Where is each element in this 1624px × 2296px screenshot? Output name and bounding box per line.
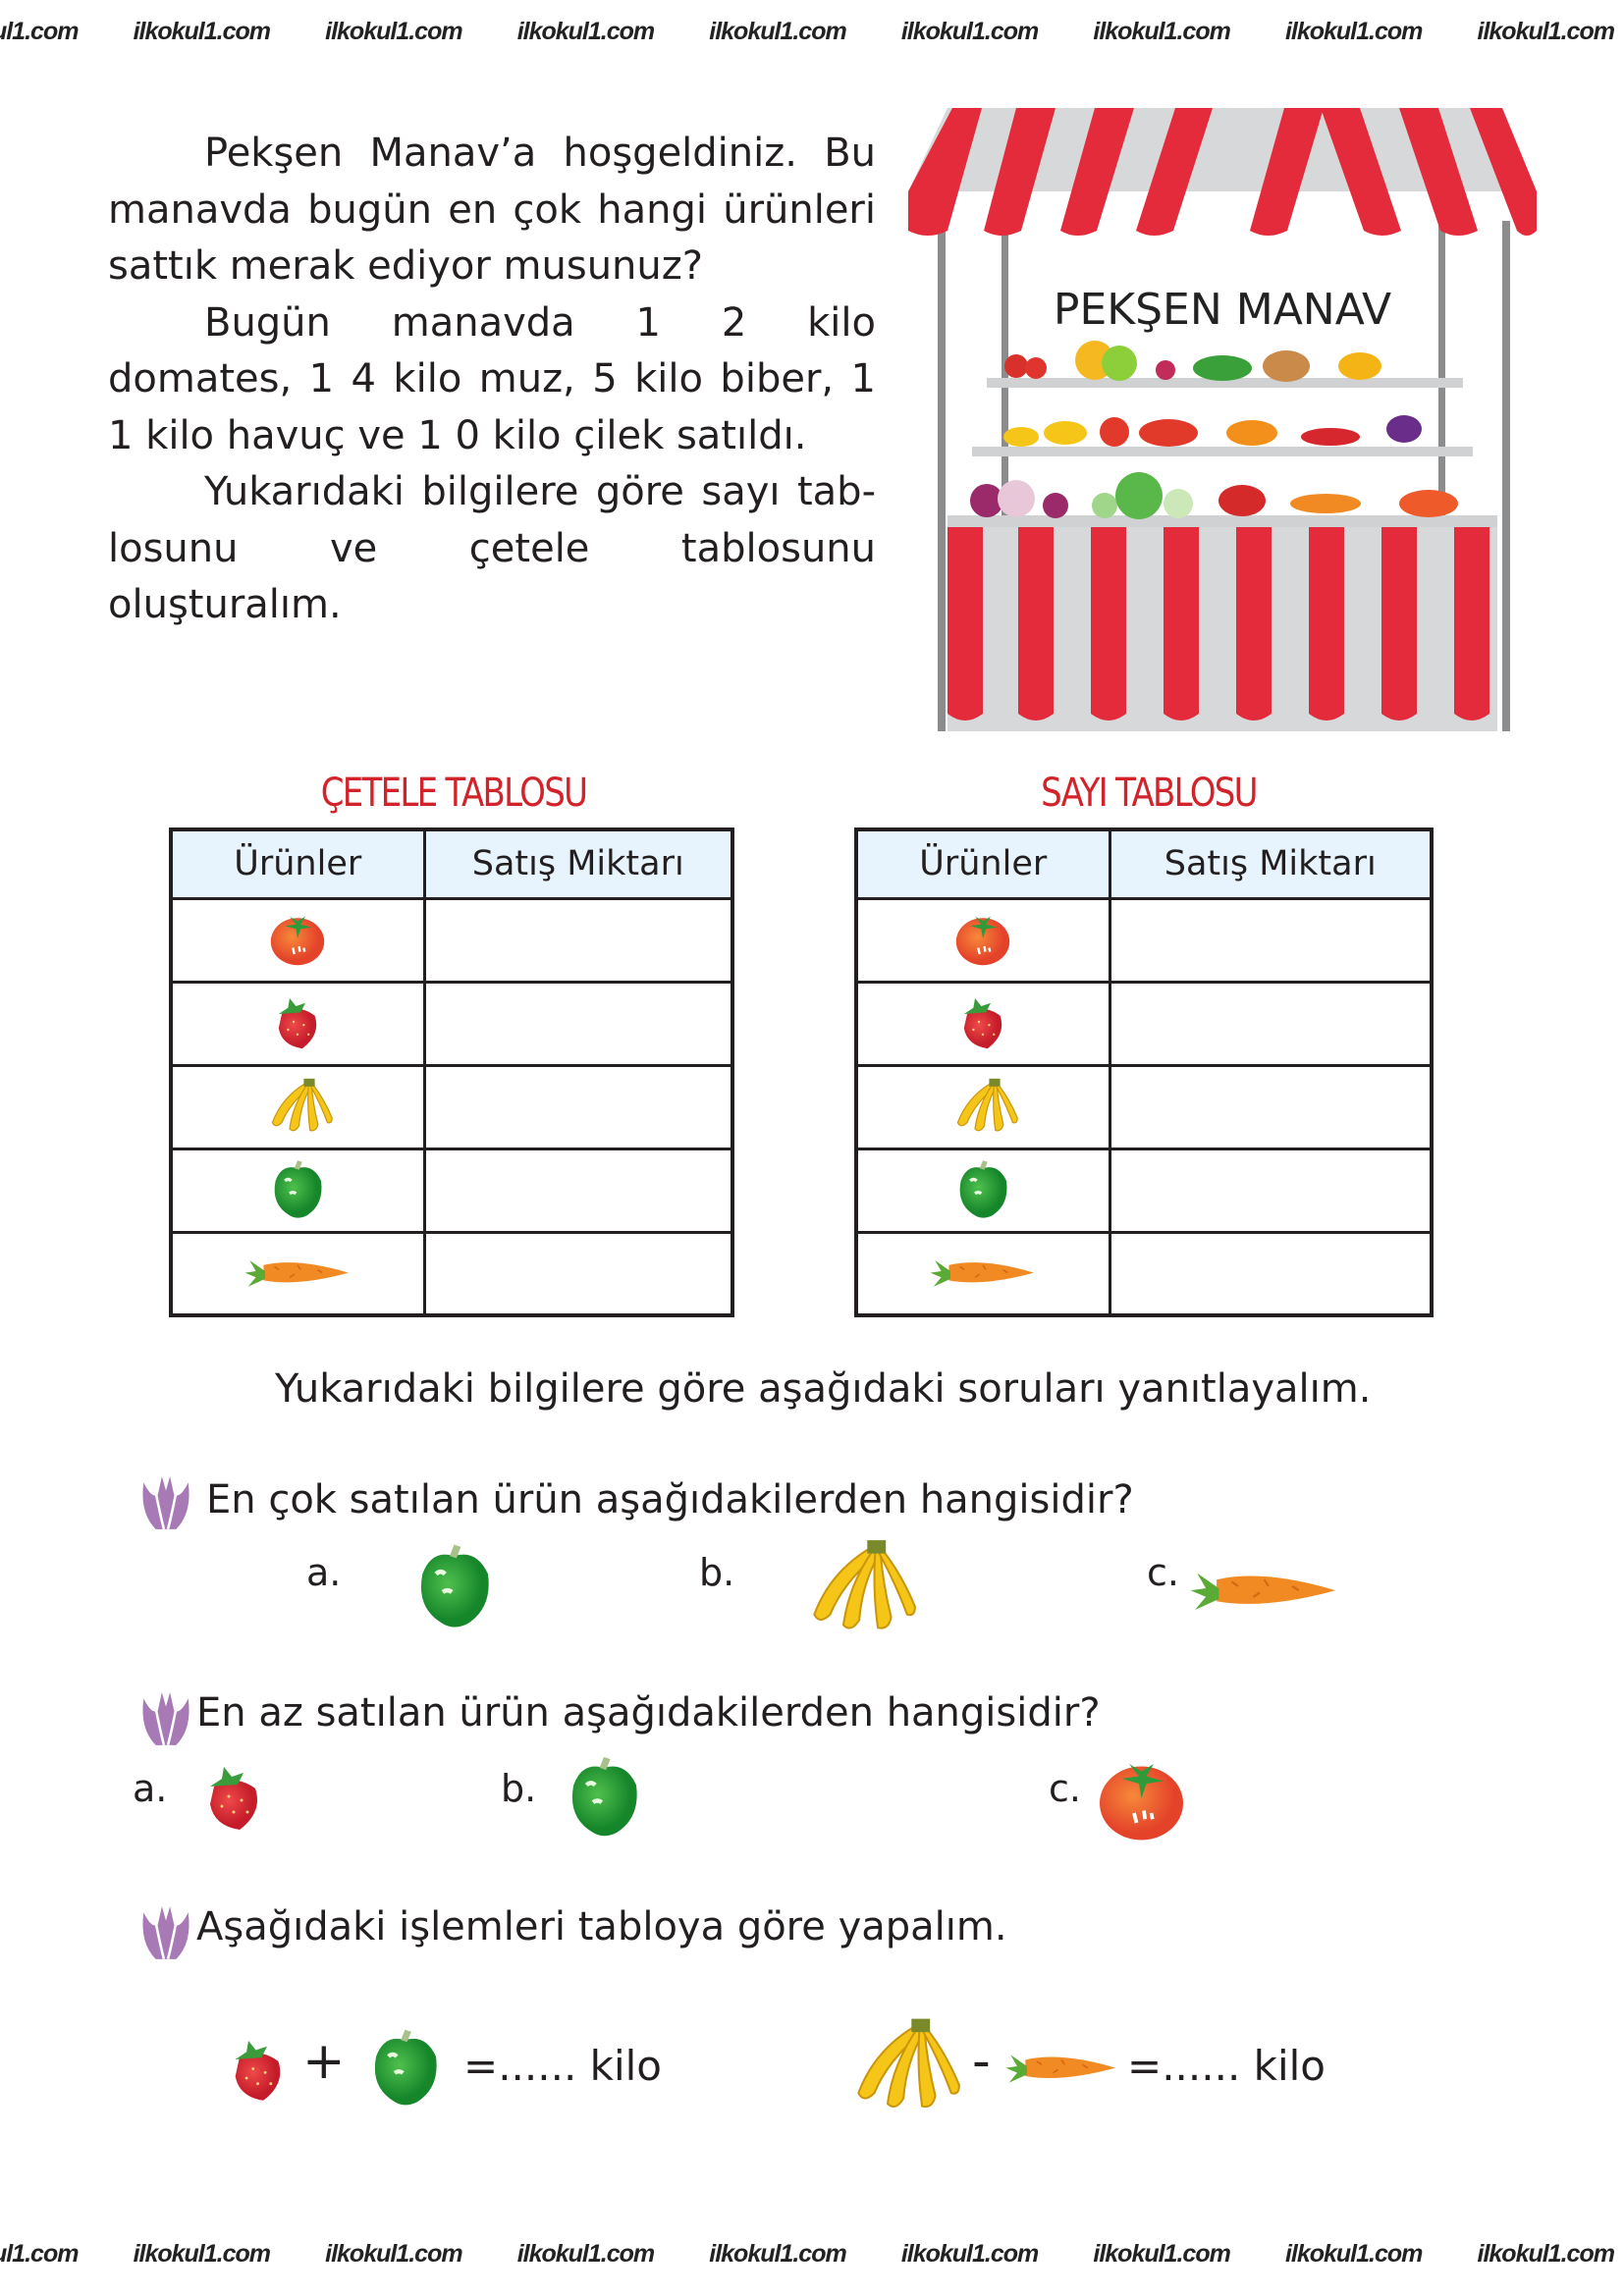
tomato-icon[interactable]	[1080, 1749, 1203, 1847]
question-2: En az satılan ürün aşağıdakilerden hangi…	[196, 1690, 1101, 1735]
pepper-icon[interactable]	[398, 1536, 511, 1634]
banana-icon	[835, 2007, 967, 2120]
banana-icon	[258, 1071, 337, 1140]
footer-watermark: ilkokul1.com ilkokul1.com ilkokul1.com ilko…	[0, 2240, 1624, 2269]
header-watermark: ilkokul1.com ilkokul1.com ilkokul1.com ilko…	[0, 18, 1624, 46]
column-header-sales-amount: Satış Miktarı	[1108, 828, 1434, 900]
intro-paragraph: Yukarıdaki bilgilere göre sayı tab- losu…	[108, 469, 876, 627]
stall-sign: PEKŞEN MANAV	[1054, 285, 1391, 335]
option-label: a.	[306, 1551, 342, 1594]
question-1: En çok satılan ürün aşağıdakilerden hang…	[206, 1477, 1134, 1522]
tally-table: Ürünler Satış Miktarı	[169, 828, 734, 1317]
tulip-icon	[135, 1472, 196, 1533]
table-row	[854, 1063, 1434, 1150]
number-table-title: SAYI TABLOSU	[1041, 771, 1258, 816]
watermark-text: ilkokul1.com	[709, 18, 846, 45]
table-row	[854, 1230, 1434, 1317]
strawberry-icon[interactable]	[185, 1752, 283, 1841]
question-3: Aşağıdaki işlemleri tabloya göre yapalım…	[196, 1904, 1007, 1949]
watermark-text: ilkokul1.com	[1093, 2240, 1230, 2268]
watermark-text: ilkokul1.com	[1477, 2240, 1615, 2268]
table-row	[169, 1063, 734, 1150]
option-label: c.	[1049, 1767, 1081, 1810]
watermark-text: ilkokul1.com	[0, 18, 79, 45]
table-row	[169, 896, 734, 984]
tulip-icon	[135, 1902, 196, 1963]
answer-cell[interactable]	[1108, 980, 1434, 1067]
tomato-icon	[944, 904, 1022, 973]
table-row	[854, 1147, 1434, 1234]
strawberry-icon	[944, 988, 1022, 1056]
intro-text: Pekşen Manav’a hoşgeldiniz. Bu manavda b…	[108, 126, 876, 634]
strawberry-icon	[258, 988, 337, 1056]
watermark-text: ilkokul1.com	[1093, 18, 1230, 45]
operation-result-blank[interactable]: =...... kilo	[1127, 2042, 1326, 2090]
column-header-sales-amount: Satış Miktarı	[422, 828, 734, 900]
plus-operator: +	[302, 2032, 346, 2091]
answer-cell[interactable]	[1108, 1230, 1434, 1317]
answer-cell[interactable]	[422, 896, 734, 984]
watermark-text: ilkokul1.com	[516, 18, 655, 45]
column-header-products: Ürünler	[854, 828, 1111, 900]
intro-paragraph: Pekşen Manav’a hoşgeldiniz. Bu manavda b…	[108, 131, 876, 289]
column-header-products: Ürünler	[169, 828, 426, 900]
answer-cell[interactable]	[422, 1147, 734, 1234]
watermark-text: ilkokul1.com	[0, 2240, 79, 2268]
market-stall-illustration: PEKŞEN MANAV	[908, 108, 1537, 731]
answer-cell[interactable]	[422, 980, 734, 1067]
watermark-text: ilkokul1.com	[900, 18, 1039, 45]
watermark-text: ilkokul1.com	[325, 2240, 462, 2268]
option-label: b.	[501, 1767, 537, 1810]
pepper-icon[interactable]	[550, 1749, 658, 1842]
pepper-icon	[353, 2020, 457, 2113]
option-label: a.	[133, 1767, 168, 1810]
watermark-text: ilkokul1.com	[133, 18, 271, 45]
pepper-icon	[258, 1154, 337, 1223]
carrot-icon	[1003, 2042, 1119, 2091]
carrot-icon[interactable]	[1188, 1556, 1340, 1621]
operation-result-blank[interactable]: =...... kilo	[463, 2042, 663, 2090]
watermark-text: ilkokul1.com	[1284, 18, 1423, 45]
watermark-text: ilkokul1.com	[1284, 2240, 1423, 2268]
strawberry-icon	[211, 2027, 304, 2110]
table-row	[854, 980, 1434, 1067]
instruction-text: Yukarıdaki bilgilere göre aşağıdaki soru…	[275, 1366, 1372, 1412]
watermark-text: ilkokul1.com	[900, 2240, 1039, 2268]
watermark-text: ilkokul1.com	[709, 2240, 846, 2268]
watermark-text: ilkokul1.com	[1477, 18, 1615, 45]
option-label: c.	[1147, 1551, 1179, 1594]
answer-cell[interactable]	[1108, 896, 1434, 984]
intro-paragraph: Bugün manavda 1 2 kilo domates, 1 4 kilo…	[108, 299, 876, 458]
tulip-icon	[135, 1688, 196, 1749]
answer-cell[interactable]	[422, 1063, 734, 1150]
table-row	[169, 980, 734, 1067]
banana-icon[interactable]	[790, 1531, 923, 1639]
table-row	[169, 1147, 734, 1234]
option-label: b.	[699, 1551, 735, 1594]
carrot-icon	[929, 1237, 1037, 1306]
banana-icon	[944, 1071, 1022, 1140]
answer-cell[interactable]	[422, 1230, 734, 1317]
tomato-icon	[258, 904, 337, 973]
watermark-text: ilkokul1.com	[133, 2240, 271, 2268]
table-row	[169, 1230, 734, 1317]
minus-operator: -	[972, 2032, 991, 2091]
table-row	[854, 896, 1434, 984]
pepper-icon	[944, 1154, 1022, 1223]
answer-cell[interactable]	[1108, 1147, 1434, 1234]
watermark-text: ilkokul1.com	[325, 18, 462, 45]
answer-cell[interactable]	[1108, 1063, 1434, 1150]
watermark-text: ilkokul1.com	[516, 2240, 655, 2268]
tally-table-title: ÇETELE TABLOSU	[320, 771, 588, 816]
carrot-icon	[244, 1237, 352, 1306]
number-table: Ürünler Satış Miktarı	[854, 828, 1434, 1317]
